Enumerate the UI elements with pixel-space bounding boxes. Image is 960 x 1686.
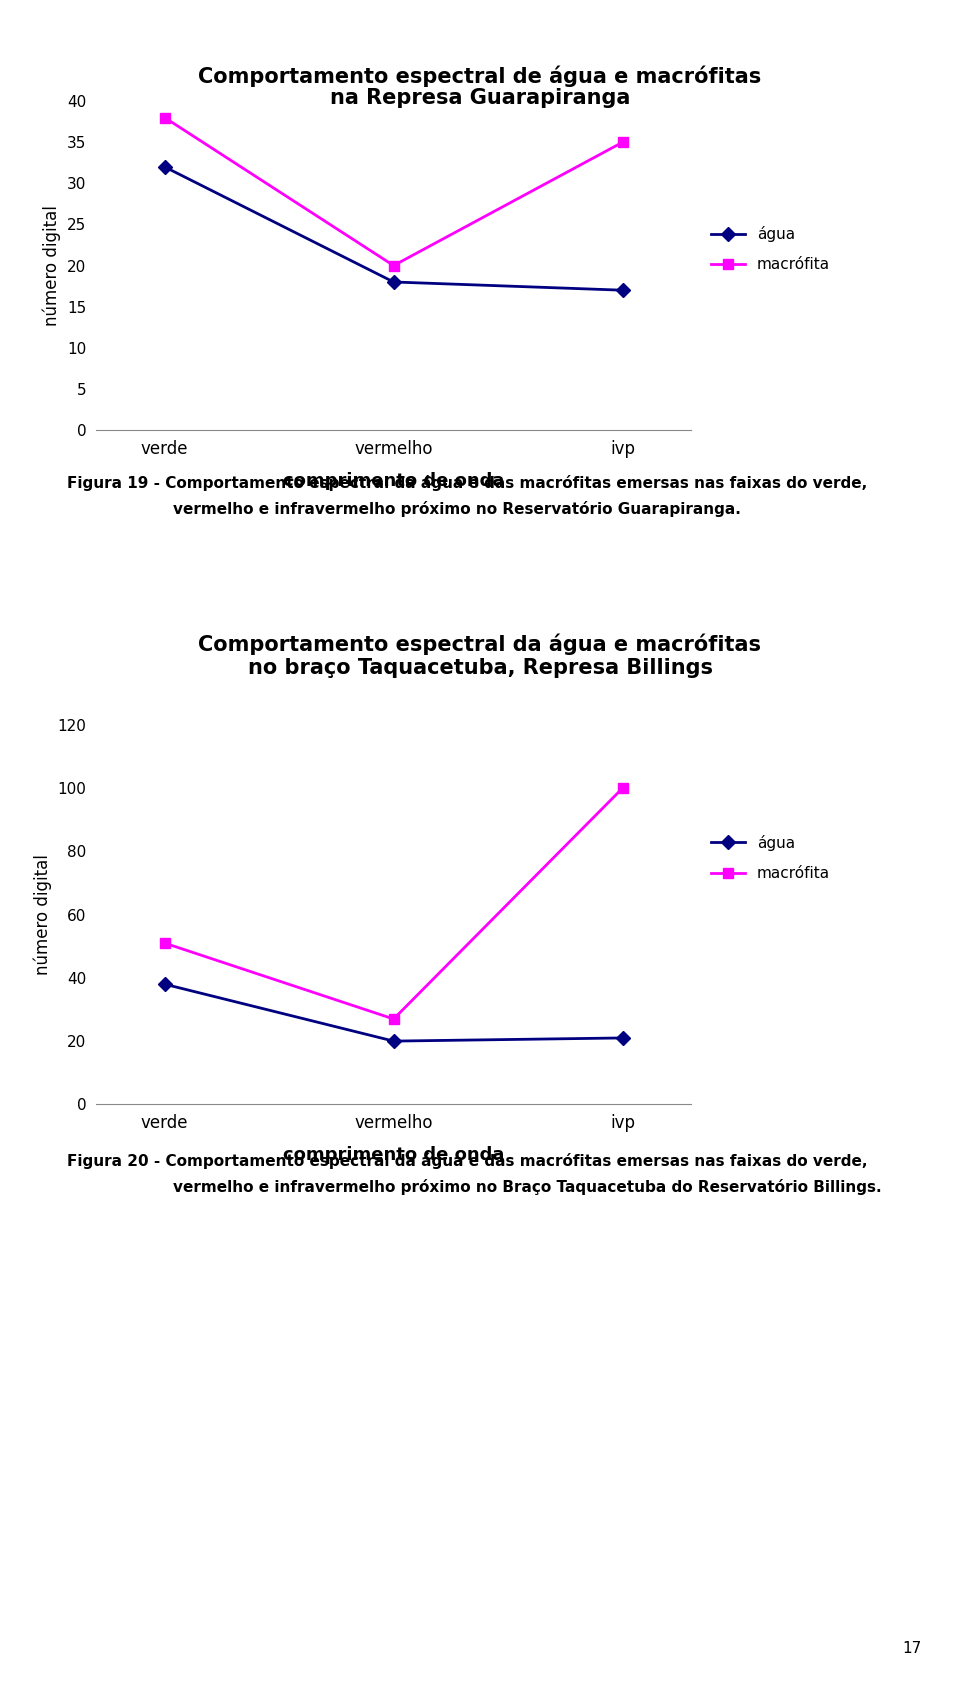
Legend: água, macrófita: água, macrófita: [705, 219, 836, 278]
Text: no braço Taquacetuba, Represa Billings: no braço Taquacetuba, Represa Billings: [248, 658, 712, 678]
Text: Figura 19 - Comportamento espectral da água e das macrófitas emersas nas faixas : Figura 19 - Comportamento espectral da á…: [67, 475, 868, 491]
Text: na Represa Guarapiranga: na Represa Guarapiranga: [330, 88, 630, 108]
Y-axis label: número digital: número digital: [34, 855, 52, 975]
Text: Comportamento espectral da água e macrófitas: Comportamento espectral da água e macróf…: [199, 634, 761, 654]
Y-axis label: número digital: número digital: [43, 206, 61, 325]
Text: 17: 17: [902, 1640, 922, 1656]
X-axis label: comprimento de onda: comprimento de onda: [283, 472, 504, 489]
X-axis label: comprimento de onda: comprimento de onda: [283, 1146, 504, 1163]
Legend: água, macrófita: água, macrófita: [705, 828, 836, 887]
Text: Comportamento espectral de água e macrófitas: Comportamento espectral de água e macróf…: [199, 66, 761, 86]
Text: vermelho e infravermelho próximo no Reservatório Guarapiranga.: vermelho e infravermelho próximo no Rese…: [173, 501, 741, 516]
Text: vermelho e infravermelho próximo no Braço Taquacetuba do Reservatório Billings.: vermelho e infravermelho próximo no Braç…: [173, 1179, 881, 1194]
Text: Figura 20 - Comportamento espectral da água e das macrófitas emersas nas faixas : Figura 20 - Comportamento espectral da á…: [67, 1153, 868, 1168]
